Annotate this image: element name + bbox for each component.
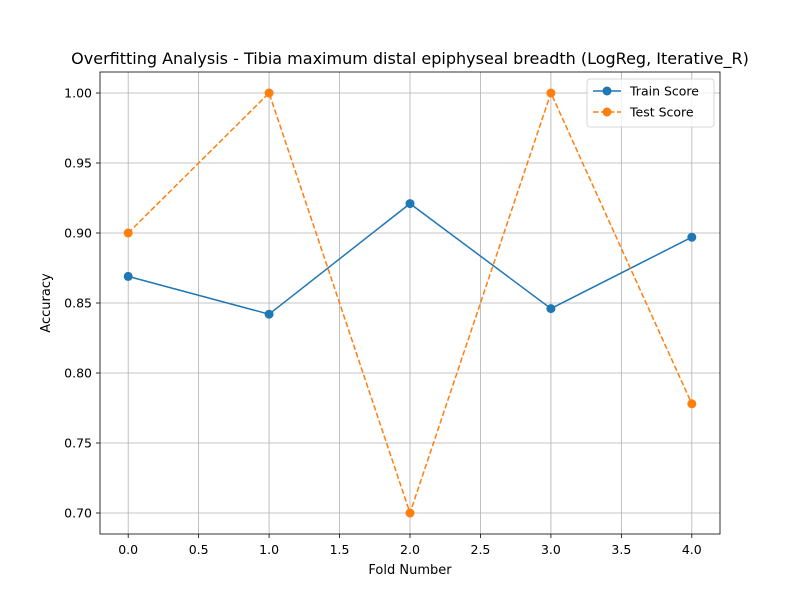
x-tick-label: 3.0 xyxy=(541,542,561,557)
legend-marker-test-score xyxy=(602,107,612,117)
x-tick-label: 1.5 xyxy=(330,542,350,557)
y-axis-label: Accuracy xyxy=(39,273,54,333)
y-tick-label: 1.00 xyxy=(64,86,92,101)
data-point-test-score xyxy=(405,508,415,518)
x-tick-label: 4.0 xyxy=(682,542,702,557)
data-point-train-score xyxy=(123,271,133,281)
legend-entry-test-score: Test Score xyxy=(593,105,694,120)
x-tick-label: 1.0 xyxy=(259,542,279,557)
legend-entry-train-score: Train Score xyxy=(593,84,699,99)
y-tick-label: 0.85 xyxy=(64,296,92,311)
y-tick-label: 0.70 xyxy=(64,506,92,521)
legend-label-train-score: Train Score xyxy=(629,84,699,99)
x-axis-ticks: 0.0 0.5 1.0 1.5 2.0 2.5 3.0 3.5 4.0 xyxy=(118,534,702,557)
series-test-score xyxy=(123,88,697,518)
legend: Train Score Test Score xyxy=(586,78,715,128)
legend-marker-train-score xyxy=(602,86,612,96)
x-tick-label: 2.0 xyxy=(400,542,420,557)
data-point-train-score xyxy=(546,304,556,314)
x-tick-label: 3.5 xyxy=(611,542,631,557)
data-point-test-score xyxy=(123,228,133,238)
x-tick-label: 0.5 xyxy=(189,542,209,557)
data-point-test-score xyxy=(687,399,697,409)
series-train-score xyxy=(123,199,697,319)
grid-lines xyxy=(100,72,720,534)
y-tick-label: 0.90 xyxy=(64,226,92,241)
x-tick-label: 2.5 xyxy=(471,542,491,557)
data-point-train-score xyxy=(687,232,697,242)
data-point-test-score xyxy=(546,88,556,98)
legend-label-test-score: Test Score xyxy=(629,105,694,120)
x-tick-label: 0.0 xyxy=(118,542,138,557)
y-tick-label: 0.75 xyxy=(64,436,92,451)
y-tick-label: 0.80 xyxy=(64,366,92,381)
data-point-test-score xyxy=(264,88,274,98)
y-tick-label: 0.95 xyxy=(64,156,92,171)
data-point-train-score xyxy=(264,309,274,319)
chart-title: Overfitting Analysis - Tibia maximum dis… xyxy=(71,49,749,69)
x-axis-label: Fold Number xyxy=(368,563,452,578)
series-layer xyxy=(123,88,697,518)
data-point-train-score xyxy=(405,199,415,209)
y-axis-ticks: 0.70 0.75 0.80 0.85 0.90 0.95 1.00 xyxy=(64,86,100,521)
